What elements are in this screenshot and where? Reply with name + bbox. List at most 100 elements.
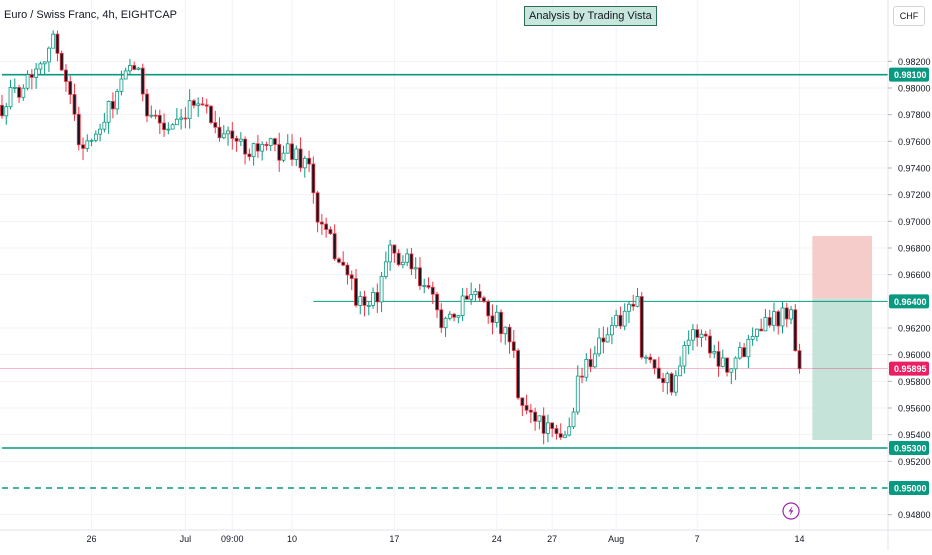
- candle-body: [588, 359, 593, 368]
- candle-body: [315, 192, 320, 223]
- price-tick-label: 0.97200: [898, 190, 931, 200]
- price-tick-label: 0.98000: [898, 84, 931, 94]
- analysis-label: Analysis by Trading Vista: [524, 6, 657, 26]
- candle-body: [12, 86, 17, 89]
- current-price-badge-bg: [889, 361, 929, 376]
- level-badge-mid-bg: [889, 294, 929, 309]
- candle-body: [401, 261, 405, 266]
- candle-body: [435, 293, 439, 311]
- candle-body: [793, 309, 798, 352]
- candle-body: [422, 285, 427, 287]
- candle-body: [729, 368, 734, 373]
- time-tick-label: 26: [87, 534, 97, 544]
- candle-body: [720, 357, 725, 367]
- candle-body: [140, 67, 145, 95]
- candle-body: [631, 303, 636, 307]
- candle-body: [524, 405, 529, 411]
- candle-body: [294, 148, 299, 160]
- candle-body: [264, 143, 269, 146]
- candle-body: [4, 106, 9, 117]
- candle-body: [324, 223, 329, 230]
- candle-body: [226, 130, 230, 135]
- price-tick-label: 0.96200: [898, 324, 931, 334]
- price-tick-label: 0.98200: [898, 57, 931, 67]
- candle-body: [695, 329, 700, 338]
- candle-body: [661, 378, 665, 384]
- candle-body: [8, 87, 13, 108]
- time-tick-label: Aug: [608, 534, 624, 544]
- candle-body: [42, 61, 47, 65]
- candle-body: [460, 295, 465, 316]
- candle-body: [477, 291, 482, 299]
- candle-body: [767, 317, 772, 326]
- level-badge-psychological-bg: [889, 481, 929, 495]
- candle-body: [656, 367, 661, 379]
- candle-body: [123, 70, 128, 80]
- candle-body: [89, 139, 94, 142]
- candle-body: [311, 163, 316, 194]
- candle-body: [584, 359, 589, 378]
- candle-body: [72, 94, 77, 115]
- candle-body: [482, 297, 486, 302]
- candle-body: [362, 296, 367, 306]
- candle-body: [183, 117, 188, 120]
- candle-body: [81, 144, 85, 149]
- level-badge-psychological: 0.95000: [894, 484, 927, 494]
- candle-body: [358, 296, 363, 306]
- candle-body: [34, 68, 39, 78]
- candle-body: [784, 307, 789, 320]
- candle-body: [614, 314, 619, 327]
- candle-body: [609, 325, 614, 336]
- candle-body: [644, 356, 648, 359]
- time-tick-label: 7: [695, 534, 700, 544]
- candle-body: [68, 81, 73, 95]
- candle-body: [128, 65, 132, 72]
- candle-body: [716, 351, 721, 367]
- candle-body: [328, 229, 333, 235]
- candle-body: [772, 311, 776, 326]
- candle-body: [170, 124, 175, 130]
- candle-body: [499, 311, 503, 335]
- candle-body: [149, 114, 154, 117]
- candle-body: [255, 143, 260, 152]
- candle-body: [200, 103, 205, 106]
- candle-body: [319, 221, 324, 225]
- candle-body: [494, 311, 499, 323]
- candle-body: [627, 303, 631, 312]
- candle-body: [541, 415, 546, 434]
- candle-body: [153, 114, 158, 117]
- time-axis[interactable]: 26 Jul 09:00 10 17 24 27 Aug 7 14: [0, 529, 932, 544]
- time-tick-label: 09:00: [221, 534, 244, 544]
- candle-body: [703, 333, 708, 337]
- candle-body: [93, 133, 98, 141]
- candle-body: [285, 143, 290, 154]
- candle-body: [405, 253, 410, 263]
- price-axis[interactable]: 0.98200 0.98000 0.97800 0.97600 0.97400 0.972…: [887, 0, 931, 550]
- price-tick-label: 0.95200: [898, 457, 931, 467]
- price-tick-label: 0.96000: [898, 350, 931, 360]
- candle-body: [682, 345, 687, 367]
- candle-body: [98, 128, 102, 135]
- candle-body: [601, 337, 606, 343]
- candle-body: [418, 267, 422, 287]
- candle-body: [669, 373, 674, 393]
- candle-body: [85, 140, 90, 149]
- candle-body: [238, 138, 243, 142]
- currency-selector[interactable]: CHF: [893, 6, 925, 26]
- candles: [0, 30, 802, 445]
- candle-body: [115, 91, 120, 110]
- level-badge-support-bg: [889, 441, 929, 455]
- candle-body: [136, 67, 141, 70]
- price-tick-label: 0.97000: [898, 217, 931, 227]
- candle-body: [691, 329, 695, 341]
- candle-body: [554, 428, 559, 435]
- candle-body: [371, 291, 375, 306]
- candle-body: [639, 296, 644, 358]
- candle-body: [528, 409, 533, 413]
- stop-loss-zone: [812, 236, 873, 299]
- candle-body: [597, 337, 601, 355]
- candle-body: [17, 86, 21, 98]
- candle-body: [537, 415, 542, 422]
